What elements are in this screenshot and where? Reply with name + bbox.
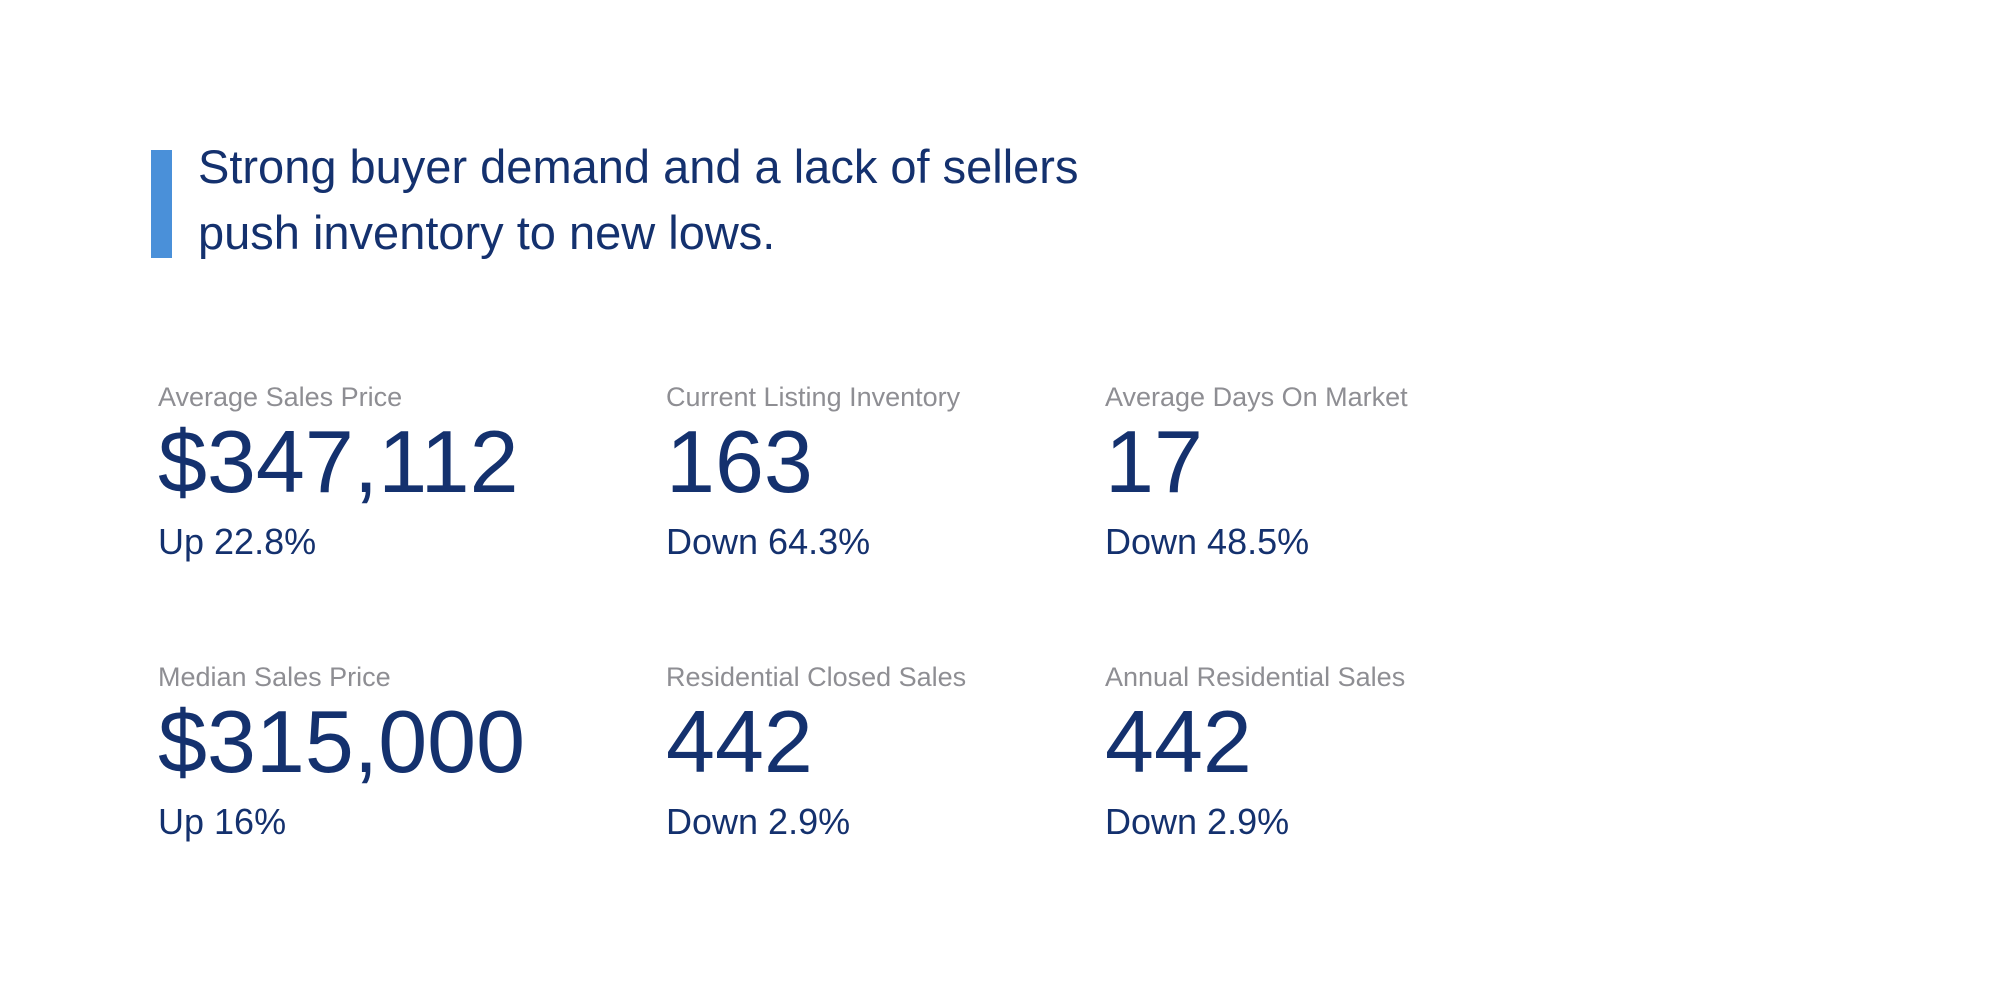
- stat-card-median-sales-price: Median Sales Price $315,000 Up 16%: [158, 660, 666, 940]
- stat-value: 442: [666, 692, 813, 791]
- stat-value: 163: [666, 412, 813, 511]
- headline-text: Strong buyer demand and a lack of seller…: [198, 140, 1079, 259]
- stat-change: Down 48.5%: [1105, 521, 1310, 562]
- stat-change: Up 16%: [158, 801, 287, 842]
- stat-value: $347,112: [158, 412, 519, 511]
- stats-grid: Average Sales Price $347,112 Up 22.8% Cu…: [158, 380, 1625, 940]
- stat-card-average-days-on-market: Average Days On Market 17 Down 48.5%: [1105, 380, 1625, 660]
- stat-card-current-listing-inventory: Current Listing Inventory 163 Down 64.3%: [666, 380, 1105, 660]
- stat-label: Annual Residential Sales: [1105, 662, 1406, 692]
- stat-card-residential-closed-sales: Residential Closed Sales 442 Down 2.9%: [666, 660, 1105, 940]
- stat-value: 442: [1105, 692, 1252, 791]
- stat-change: Down 2.9%: [1105, 801, 1290, 842]
- stat-label: Average Days On Market: [1105, 382, 1408, 412]
- stat-label: Average Sales Price: [158, 382, 403, 412]
- stat-card-average-sales-price: Average Sales Price $347,112 Up 22.8%: [158, 380, 666, 660]
- stat-label: Current Listing Inventory: [666, 382, 961, 412]
- stat-card-annual-residential-sales: Annual Residential Sales 442 Down 2.9%: [1105, 660, 1625, 940]
- stat-value: 17: [1105, 412, 1203, 511]
- stat-change: Up 22.8%: [158, 521, 317, 562]
- headline: Strong buyer demand and a lack of seller…: [151, 134, 1118, 266]
- stat-change: Down 2.9%: [666, 801, 851, 842]
- stat-change: Down 64.3%: [666, 521, 871, 562]
- headline-accent-bar: [151, 150, 172, 258]
- stat-label: Residential Closed Sales: [666, 662, 967, 692]
- stat-label: Median Sales Price: [158, 662, 391, 692]
- stat-value: $315,000: [158, 692, 526, 791]
